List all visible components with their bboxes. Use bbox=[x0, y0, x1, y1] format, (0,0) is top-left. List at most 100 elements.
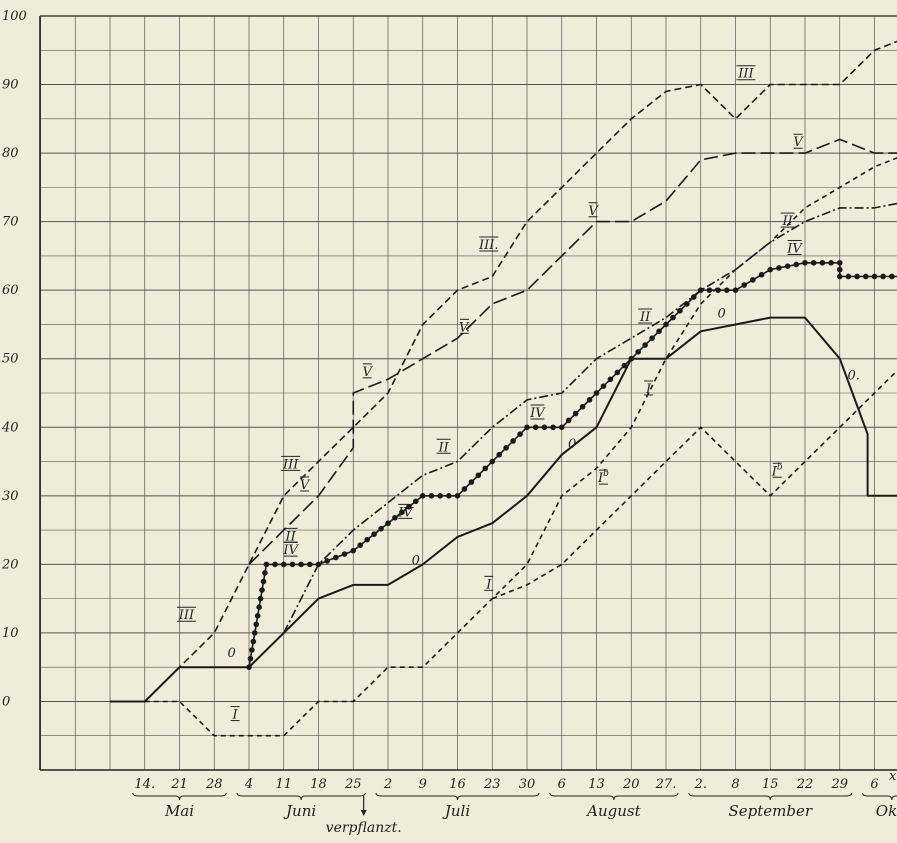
series-point-iv bbox=[249, 647, 255, 653]
series-point-iv bbox=[247, 655, 254, 662]
series-point-iv bbox=[663, 321, 669, 328]
series-point-iv bbox=[750, 277, 756, 283]
series-point-iv bbox=[378, 525, 384, 532]
x-tick-label: 13 bbox=[588, 777, 605, 792]
series-point-iv bbox=[614, 369, 621, 376]
x-tick-label: 11 bbox=[275, 777, 292, 792]
series-point-iv bbox=[819, 259, 826, 266]
series-point-iv bbox=[257, 595, 264, 602]
series-point-iv bbox=[889, 273, 895, 280]
series-point-iv bbox=[635, 349, 641, 355]
series-point-iv bbox=[767, 266, 774, 273]
x-tick-label: 25 bbox=[344, 777, 362, 792]
series-point-iv bbox=[315, 561, 322, 568]
series-point-iv bbox=[454, 493, 461, 499]
series-point-iv bbox=[670, 314, 676, 321]
series-point-iv bbox=[836, 273, 843, 280]
series-label-v: V. bbox=[459, 320, 470, 335]
grid bbox=[39, 15, 897, 771]
series-label-ii: II bbox=[639, 310, 651, 325]
series-point-iv bbox=[259, 587, 265, 593]
month-labels: Mai Juni Juli August September Okt. bbox=[132, 792, 897, 820]
series-point-iv bbox=[260, 578, 267, 585]
x-tick-label: 21 bbox=[170, 777, 188, 792]
series-point-iv bbox=[677, 307, 683, 314]
series-point-iv bbox=[461, 486, 468, 492]
series-label-v: V bbox=[362, 365, 373, 380]
series-point-iv bbox=[307, 561, 313, 568]
month-label: Mai bbox=[164, 802, 194, 820]
series-point-iv bbox=[510, 438, 516, 444]
series-label-i: I bbox=[645, 382, 652, 397]
series-point-iv bbox=[251, 630, 258, 636]
month-label: Juni bbox=[283, 802, 316, 820]
series-label-ii: II bbox=[437, 440, 449, 455]
month-label: Juli bbox=[442, 802, 470, 820]
series-point-iv bbox=[854, 273, 860, 280]
series-point-iv bbox=[649, 335, 655, 341]
series-label-0: 0 bbox=[227, 646, 235, 661]
series-point-iv bbox=[289, 561, 296, 568]
series-point-iv bbox=[715, 287, 721, 293]
x-tick-label: 28 bbox=[205, 777, 223, 792]
series-point-iv bbox=[697, 287, 704, 293]
transplant-arrow-head bbox=[360, 810, 367, 816]
month-brace bbox=[688, 792, 853, 801]
x-tick-label: 6 bbox=[558, 777, 566, 792]
y-tick-label: 80 bbox=[2, 146, 19, 161]
series-label-iii: III. bbox=[478, 238, 499, 253]
series-point-iv bbox=[593, 390, 600, 396]
series-point-iv bbox=[256, 604, 262, 611]
series-label-iv: IV bbox=[397, 505, 414, 520]
series-point-iv bbox=[572, 410, 579, 417]
series-point-iv bbox=[364, 536, 370, 543]
series-line-i bbox=[144, 157, 897, 737]
series-point-iv bbox=[253, 621, 260, 628]
x-tick-label: 2 bbox=[383, 777, 392, 792]
series-point-iv bbox=[776, 265, 782, 271]
month-label: September bbox=[728, 802, 812, 820]
series-point-iv bbox=[254, 612, 261, 619]
x-tick-label: 23 bbox=[483, 777, 501, 792]
series-point-iv bbox=[517, 431, 523, 437]
series-point-iv bbox=[845, 273, 852, 280]
series-label-ii: II bbox=[781, 214, 793, 229]
x-tick-label: 16 bbox=[449, 777, 466, 792]
series-point-iv bbox=[392, 514, 398, 521]
series-point-iv bbox=[656, 328, 662, 335]
series-point-iv bbox=[600, 383, 607, 389]
series-point-iv bbox=[871, 273, 878, 280]
series-point-iv bbox=[428, 493, 435, 499]
series-point-iv bbox=[684, 301, 690, 307]
series-point-iv bbox=[828, 259, 834, 266]
series-label-iii: III bbox=[282, 457, 299, 472]
series-line-ib bbox=[492, 369, 897, 600]
series-point-iv bbox=[496, 451, 503, 458]
month-label: August bbox=[585, 802, 641, 820]
series-point-iv bbox=[371, 531, 377, 538]
series-point-iv bbox=[541, 424, 548, 431]
x-tick-label: 27. bbox=[655, 777, 677, 792]
series-line-ii bbox=[283, 202, 897, 634]
y-tick-label: 10 bbox=[2, 626, 19, 641]
series-point-iv bbox=[503, 445, 509, 451]
series-point-iv bbox=[532, 424, 539, 431]
series-point-iv bbox=[579, 403, 586, 410]
series-point-iv bbox=[385, 520, 391, 527]
x-tick-label: 9 bbox=[419, 777, 427, 792]
x-tick-label: 20 bbox=[622, 777, 640, 792]
y-tick-label: 20 bbox=[1, 557, 19, 572]
month-brace bbox=[236, 792, 366, 801]
series-point-iv bbox=[802, 259, 808, 266]
series-point-iv bbox=[399, 509, 405, 516]
series-line-iii bbox=[144, 40, 897, 703]
series-label-iii: III bbox=[737, 67, 754, 82]
x-tick-label: 15 bbox=[762, 777, 779, 792]
series-lines bbox=[110, 40, 897, 737]
series-point-iv bbox=[628, 355, 635, 362]
series-label-i: I bbox=[232, 708, 239, 723]
series-point-iv bbox=[437, 493, 443, 499]
series-point-iv bbox=[524, 424, 530, 431]
x-tick-label: 22 bbox=[796, 777, 814, 792]
